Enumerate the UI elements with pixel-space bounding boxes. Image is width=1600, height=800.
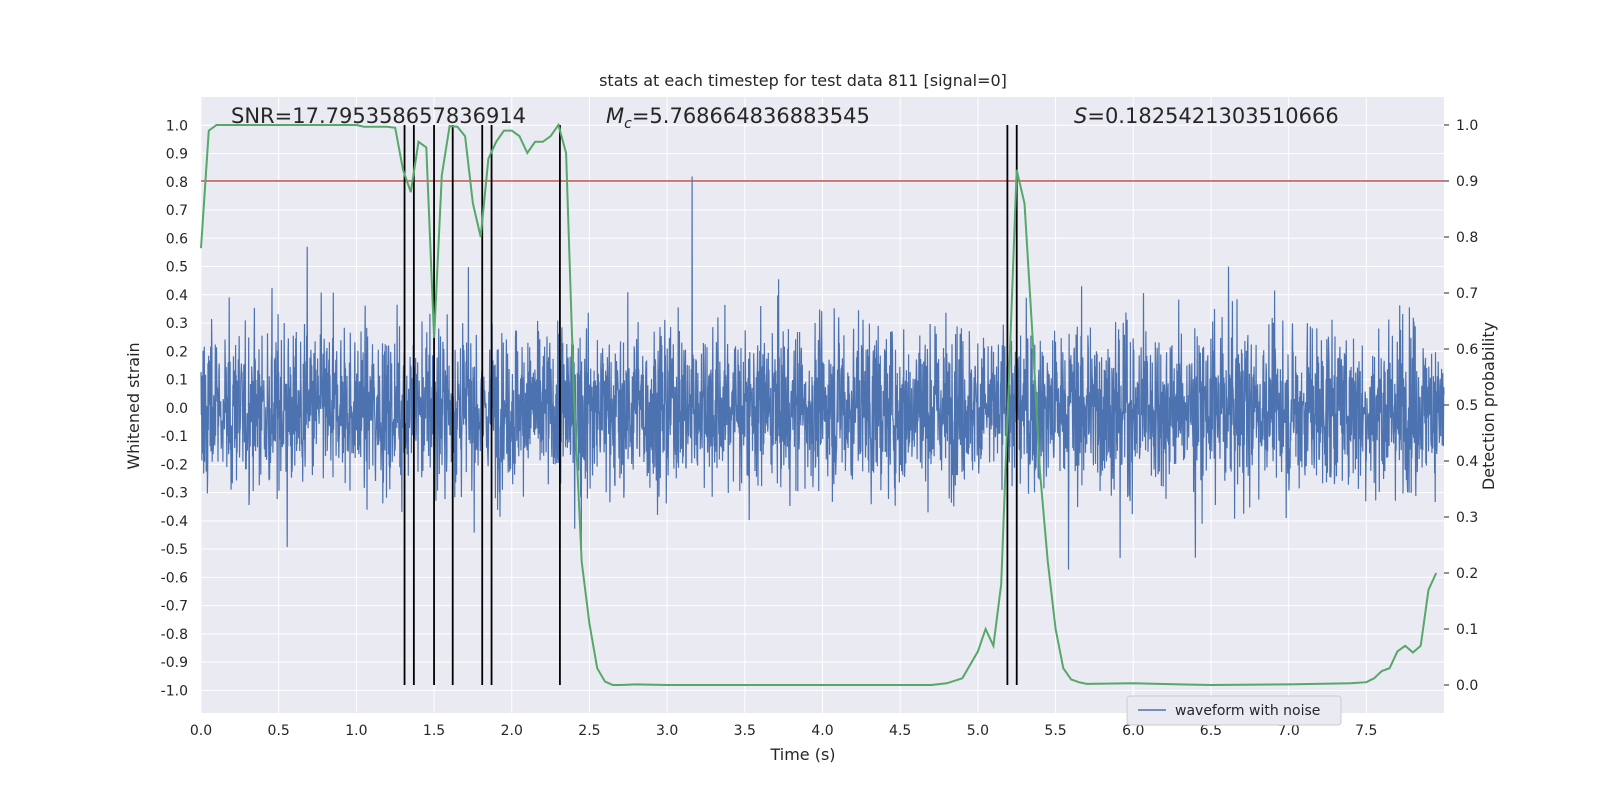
y-left-tick-label: 0.2	[166, 344, 188, 360]
y-right-tick-label: 0.5	[1456, 398, 1478, 414]
y-left-tick-label: 0.5	[166, 260, 188, 276]
mc-value: =5.768664836883545	[632, 104, 870, 128]
y-right-tick-label: 0.4	[1456, 454, 1478, 470]
x-tick-label: 6.5	[1200, 723, 1222, 739]
x-tick-label: 5.5	[1044, 723, 1066, 739]
chart-title: stats at each timestep for test data 811…	[599, 71, 1007, 90]
y-left-tick-label: 0.1	[166, 373, 188, 389]
probability-path	[200, 122, 1438, 687]
y-right-tick-label: 0.2	[1456, 566, 1478, 582]
y-left-axis-label: Whitened strain	[124, 342, 143, 469]
y-left-tick-label: -1.0	[161, 683, 188, 699]
y-left-tick-label: 0.3	[166, 316, 188, 332]
x-tick-label: 1.5	[423, 723, 445, 739]
y-left-tick-labels: 1.0 0.9 0.8 0.7 0.6 0.5 0.4 0.3 0.2 0.1 0.0 -0.1 -0.…	[161, 118, 188, 699]
y-right-tick-label: 0.8	[1456, 230, 1478, 246]
waveform-path	[200, 176, 1445, 570]
y-right-axis-label: Detection probability	[1479, 322, 1498, 490]
y-left-tick-label: 1.0	[166, 118, 188, 134]
y-left-tick-label: -0.6	[161, 570, 188, 586]
y-right-tick-label: 0.6	[1456, 342, 1478, 358]
x-tick-label: 3.0	[656, 723, 678, 739]
probability-series	[200, 122, 1438, 687]
legend-box	[1126, 695, 1342, 726]
y-left-tick-label: -0.4	[161, 514, 188, 530]
y-left-tick-label: -0.5	[161, 542, 188, 558]
x-tick-label: 5.0	[967, 723, 989, 739]
x-tick-label: 1.0	[345, 723, 367, 739]
legend-label: waveform with noise	[1175, 703, 1320, 719]
snr-annotation: SNR=17.795358657836914	[231, 104, 526, 128]
y-left-tick-label: -0.2	[161, 457, 188, 473]
x-tick-label: 3.5	[734, 723, 756, 739]
x-tick-label: 6.0	[1122, 723, 1144, 739]
y-left-tick-label: -0.3	[161, 486, 188, 502]
x-tick-label: 0.5	[268, 723, 290, 739]
y-left-tick-label: -0.7	[161, 599, 188, 615]
x-tick-label: 2.0	[501, 723, 523, 739]
y-right-tick-label: 0.3	[1456, 510, 1478, 526]
x-axis-label: Time (s)	[769, 745, 835, 764]
x-tick-label: 0.0	[190, 723, 212, 739]
mc-symbol: M	[606, 104, 624, 128]
y-left-tick-label: -0.1	[161, 429, 188, 445]
waveform-series	[200, 176, 1445, 570]
mc-annotation: Mc=5.768664836883545	[606, 104, 870, 132]
y-right-tick-label: 0.1	[1456, 622, 1478, 638]
y-left-tick-label: 0.0	[166, 401, 188, 417]
y-right-tick-label: 0.7	[1456, 286, 1478, 302]
y-left-tick-label: -0.8	[161, 627, 188, 643]
x-tick-labels: 0.0 0.5 1.0 1.5 2.0 2.5 3.0 3.5 4.0 4.5 5.0 5.5 6.0 6…	[190, 723, 1378, 739]
x-tick-label: 4.0	[811, 723, 833, 739]
s-value: =0.1825421303510666	[1087, 104, 1338, 128]
s-symbol: S	[1074, 104, 1087, 128]
x-tick-label: 2.5	[578, 723, 600, 739]
y-left-tick-label: 0.6	[166, 231, 188, 247]
mc-subscript: c	[624, 116, 632, 132]
y-left-tick-label: 0.4	[166, 288, 188, 304]
y-right-tick-label: 0.0	[1456, 678, 1478, 694]
x-tick-label: 4.5	[889, 723, 911, 739]
y-right-tick-label: 1.0	[1456, 118, 1478, 134]
y-right-tick-label: 0.9	[1456, 174, 1478, 190]
x-tick-label: 7.0	[1277, 723, 1299, 739]
y-right-tick-labels: 1.0 0.9 0.8 0.7 0.6 0.5 0.4 0.3 0.2 0.1 0.0	[1444, 118, 1478, 694]
s-annotation: S=0.1825421303510666	[1074, 104, 1339, 128]
x-tick-label: 7.5	[1355, 723, 1377, 739]
legend: waveform with noise	[1126, 695, 1342, 726]
y-left-tick-label: 0.9	[166, 147, 188, 163]
y-left-tick-label: -0.9	[161, 655, 188, 671]
y-left-tick-label: 0.8	[166, 175, 188, 191]
y-left-tick-label: 0.7	[166, 203, 188, 219]
